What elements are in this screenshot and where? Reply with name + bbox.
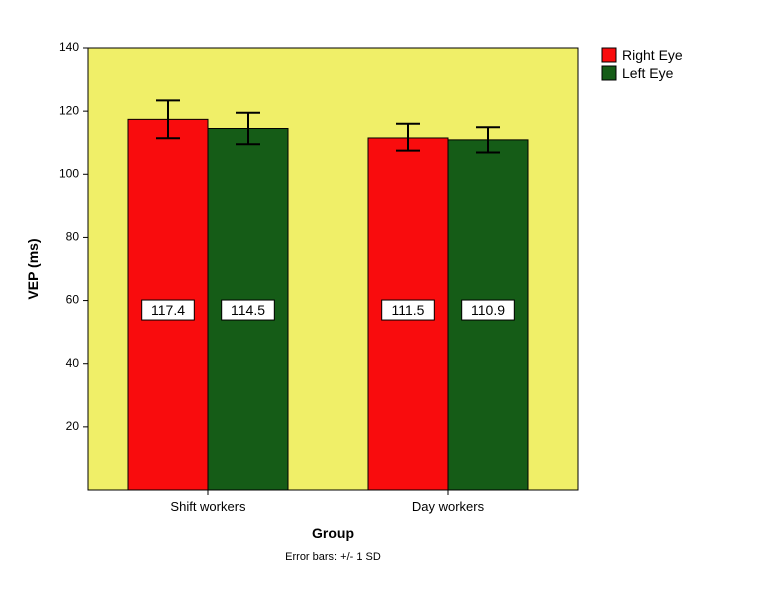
y-axis-label: VEP (ms) [25,238,41,299]
bar-chart: 20 40 60 80 100 120 140 VEP (ms) 117.4 114.5 Shift… [0,0,784,597]
legend-swatch [602,66,616,80]
value-label: 111.5 [392,302,425,318]
footnote: Error bars: +/- 1 SD [285,551,381,563]
value-label: 117.4 [151,302,185,318]
y-tick-label: 100 [59,166,79,180]
x-tick-label: Day workers [412,499,485,514]
y-tick-label: 140 [59,40,79,54]
y-tick-label: 80 [66,230,80,244]
value-label: 110.9 [471,302,505,318]
legend-label: Left Eye [622,65,674,81]
chart-container: 20 40 60 80 100 120 140 VEP (ms) 117.4 114.5 Shift… [0,0,784,597]
x-axis-label: Group [312,525,354,541]
y-tick-label: 120 [59,103,79,117]
value-label: 114.5 [231,302,265,318]
legend-swatch [602,48,616,62]
x-tick-label: Shift workers [170,499,246,514]
y-tick-label: 60 [66,293,80,307]
legend-label: Right Eye [622,47,683,63]
y-tick-label: 20 [66,419,80,433]
y-tick-label: 40 [66,356,80,370]
